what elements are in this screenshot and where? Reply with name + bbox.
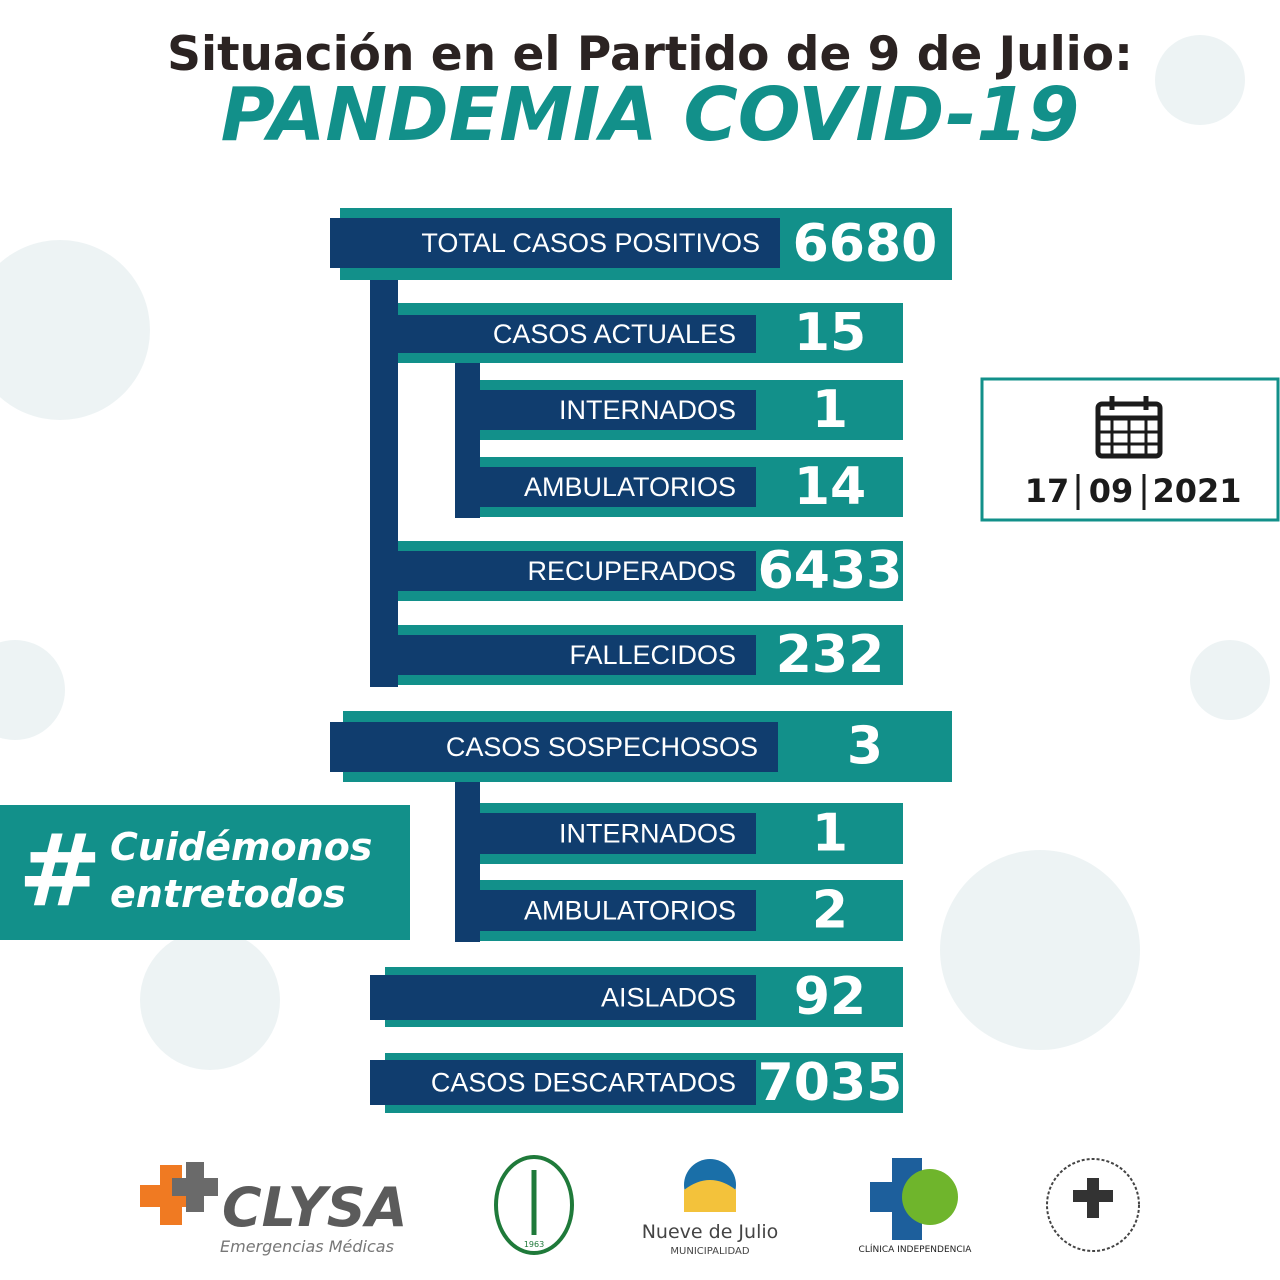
row-label: TOTAL CASOS POSITIVOS xyxy=(421,228,760,258)
row-value: 1 xyxy=(812,380,848,440)
logos: CLYSA Emergencias Médicas 1963 Nueve de … xyxy=(140,1155,1140,1257)
row-label-box xyxy=(480,890,756,931)
hashtag-symbol: # xyxy=(18,812,102,929)
row-value: 15 xyxy=(794,303,866,363)
row-value: 232 xyxy=(776,625,885,685)
logo-clysa-sub: Emergencias Médicas xyxy=(220,1237,394,1256)
row-value: 7035 xyxy=(758,1053,903,1113)
row-label: INTERNADOS xyxy=(559,819,736,849)
row-label: RECUPERADOS xyxy=(527,556,736,586)
logo-circulo-year: 1963 xyxy=(524,1240,544,1249)
row-label: AMBULATORIOS xyxy=(524,472,736,502)
row-label: FALLECIDOS xyxy=(569,640,736,670)
date-box: 17 09 2021 xyxy=(980,377,1280,522)
date-month: 09 xyxy=(1089,472,1134,510)
hashtag-box: # Cuidémonos entretodos xyxy=(0,805,410,940)
row-label: AISLADOS xyxy=(601,983,736,1013)
row-label-box xyxy=(480,467,756,507)
logo-clysa: CLYSA xyxy=(222,1176,407,1239)
logo-municipio: Nueve de Julio xyxy=(642,1221,779,1243)
logo-municipio-sub: MUNICIPALIDAD xyxy=(670,1246,749,1257)
virus-decoration xyxy=(0,35,1270,1070)
row-label: CASOS ACTUALES xyxy=(493,319,736,349)
date-day: 17 xyxy=(1025,472,1070,510)
row-value: 6433 xyxy=(758,541,903,601)
row-label-box xyxy=(370,975,756,1020)
row-value: 92 xyxy=(794,967,866,1027)
row-label-box xyxy=(398,315,756,353)
row-label: INTERNADOS xyxy=(559,395,736,425)
brackets xyxy=(370,265,480,942)
row-value: 6680 xyxy=(793,214,938,274)
row-value: 2 xyxy=(812,881,848,941)
row-label: AMBULATORIOS xyxy=(524,896,736,926)
logo-clinica: CLÍNICA INDEPENDENCIA xyxy=(859,1243,973,1255)
row-label-box xyxy=(330,218,780,268)
hashtag-line1: Cuidémonos xyxy=(110,825,372,869)
row-value: 1 xyxy=(812,804,848,864)
date-year: 2021 xyxy=(1152,472,1241,510)
row-label: CASOS DESCARTADOS xyxy=(431,1068,736,1098)
row-label-box xyxy=(480,390,756,430)
title: Situación en el Partido de 9 de Julio: xyxy=(167,27,1133,82)
row-value: 3 xyxy=(847,717,883,777)
row-label: CASOS SOSPECHOSOS xyxy=(446,732,758,762)
row-label-box xyxy=(398,635,756,675)
hashtag-line2: entretodos xyxy=(110,872,346,916)
row-value: 14 xyxy=(794,457,866,517)
row-label-box xyxy=(370,1060,756,1105)
row-label-box xyxy=(330,722,778,772)
row-label-box xyxy=(480,813,756,854)
row-label-box xyxy=(398,551,756,591)
rows: TOTAL CASOS POSITIVOS 6680 CASOS ACTUALES 1… xyxy=(330,208,952,1113)
subtitle: PANDEMIA COVID-19 xyxy=(221,72,1080,158)
